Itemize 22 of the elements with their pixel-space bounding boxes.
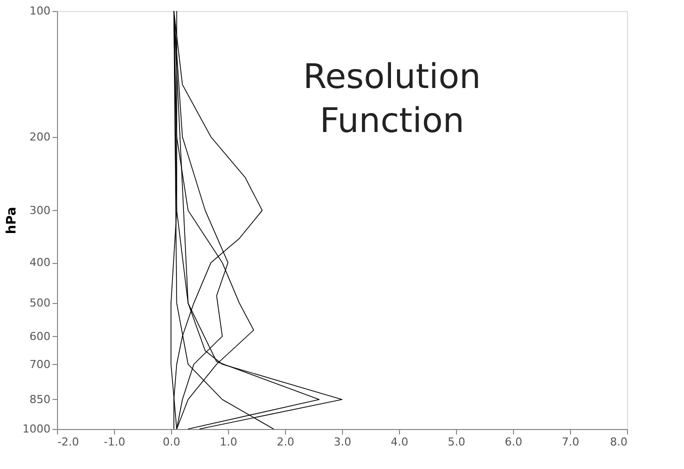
x-tick-label: 3.0 — [334, 436, 352, 448]
x-tick-label: 6.0 — [504, 436, 522, 448]
y-tick-label: 600 — [30, 330, 50, 343]
x-tick-label: 7.0 — [562, 436, 580, 448]
x-tick-label: 2.0 — [276, 436, 294, 448]
y-tick-label: 300 — [30, 204, 50, 217]
y-tick-label: 200 — [30, 130, 50, 144]
y-tick-label: 700 — [30, 358, 50, 371]
y-tick-label: 850 — [30, 392, 50, 406]
y-tick-label: 400 — [30, 256, 50, 270]
x-tick-label: 4.0 — [390, 436, 408, 448]
x-tick-label: 1.0 — [220, 436, 238, 448]
x-tick-label: -1.0 — [104, 436, 126, 448]
y-tick-label: 100 — [30, 4, 50, 18]
x-tick-label: -2.0 — [58, 436, 79, 448]
y-axis-title: hPa — [4, 206, 20, 234]
annotation: Resolution Function — [303, 57, 481, 141]
x-tick-label: 8.0 — [610, 436, 628, 448]
x-tick-label: 0.0 — [162, 436, 180, 448]
x-tick-label: 5.0 — [448, 436, 466, 448]
y-tick-label: 500 — [30, 296, 50, 310]
y-tick-label: 1000 — [22, 422, 50, 436]
